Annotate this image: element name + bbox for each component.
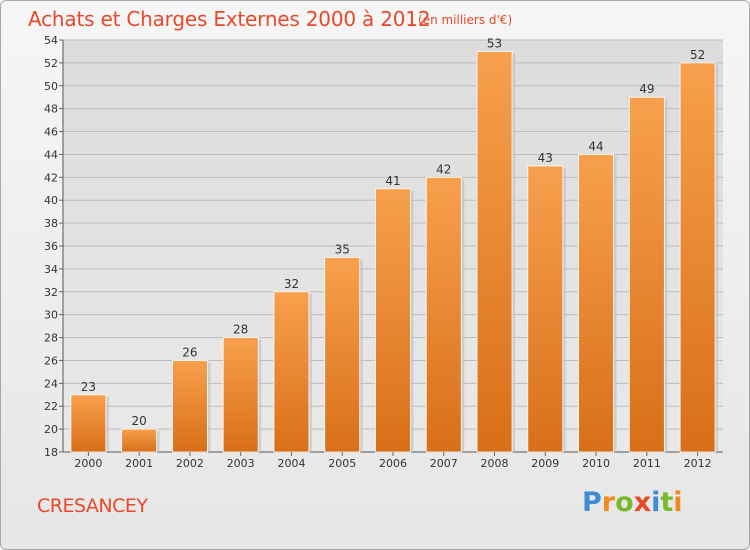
y-tick-label: 44 [44,148,58,161]
x-tick-label: 2003 [227,457,255,470]
x-tick-label: 2009 [531,457,559,470]
bar-value-label: 35 [335,242,350,256]
x-tick-label: 2012 [684,457,712,470]
y-tick-label: 50 [44,80,58,93]
y-tick-label: 34 [44,263,58,276]
logo-letter: t [660,487,674,518]
bar-value-label: 26 [182,345,197,359]
x-tick-label: 2002 [176,457,204,470]
y-tick-label: 46 [44,126,58,139]
bar [628,96,665,453]
y-tick-label: 30 [44,309,58,322]
bar [527,165,564,453]
bar-value-label: 44 [588,139,603,153]
x-tick-label: 2000 [74,457,102,470]
bar [70,394,107,453]
y-tick-label: 22 [44,400,58,413]
bar-value-label: 52 [690,48,705,62]
y-tick-label: 48 [44,103,58,116]
bar-value-label: 32 [284,277,299,291]
y-tick-label: 26 [44,354,58,367]
place-name: CRESANCEY [37,495,148,517]
x-tick-label: 2004 [277,457,305,470]
y-tick-label: 40 [44,194,58,207]
bar-value-label: 42 [436,162,451,176]
chart-title: Achats et Charges Externes 2000 à 2012 [28,7,431,31]
x-tick-label: 2007 [430,457,458,470]
bar-value-label: 41 [385,174,400,188]
bar [172,360,208,453]
y-tick-label: 32 [44,286,58,299]
y-tick-label: 24 [44,377,58,390]
y-tick-label: 42 [44,171,58,184]
y-tick-label: 36 [44,240,58,253]
bar-value-label: 20 [132,414,147,428]
x-tick-label: 2011 [633,457,661,470]
bar [578,154,614,453]
y-tick-label: 18 [44,446,58,459]
bar [222,337,259,453]
x-tick-label: 2010 [582,457,610,470]
x-tick-label: 2001 [125,457,153,470]
logo-letter: i [673,487,683,518]
bar-value-label: 49 [639,82,654,96]
y-tick-label: 20 [44,423,58,436]
bar [121,428,158,453]
y-tick-label: 28 [44,332,58,345]
chart-subtitle: (en milliers d'€) [418,13,513,27]
bar [679,62,716,453]
bar [375,188,411,453]
x-tick-label: 2008 [481,457,509,470]
bar-value-label: 53 [487,36,502,50]
bar [324,257,361,453]
bar [425,176,462,453]
bar-value-label: 28 [233,323,248,337]
logo-letter: r [601,487,616,518]
x-tick-label: 2006 [379,457,407,470]
logo-letter: x [633,487,652,518]
x-tick-label: 2005 [328,457,356,470]
y-tick-label: 38 [44,217,58,230]
logo-letter: i [651,487,661,518]
bar-value-label: 43 [538,151,553,165]
bar [273,291,310,453]
bar-value-label: 23 [81,380,96,394]
logo-letter: o [615,487,634,518]
logo-letter: P [582,487,602,518]
bar [476,51,513,453]
y-tick-label: 54 [44,34,58,47]
y-tick-label: 52 [44,57,58,70]
proxiti-logo: Proxiti [582,487,683,518]
